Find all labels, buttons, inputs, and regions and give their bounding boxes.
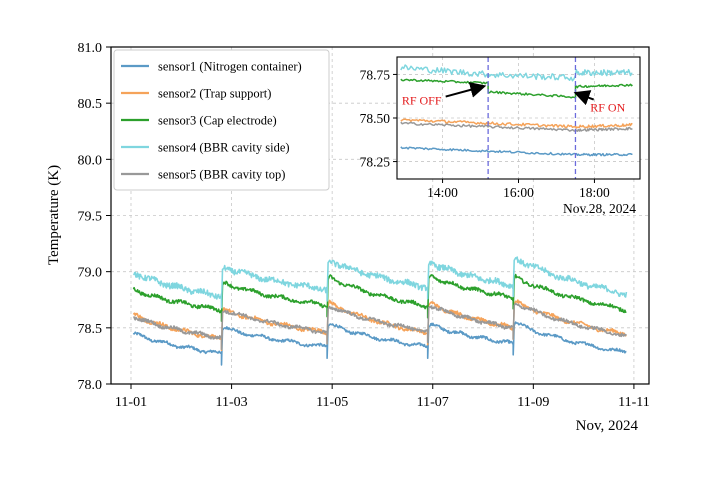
- series-line-sensor4: [132, 256, 628, 309]
- inset-series-lines: [400, 64, 633, 157]
- inset-annotation-rf-on: RF ON: [590, 101, 625, 115]
- inset-annotation-arrow: [573, 90, 595, 106]
- main-x-ticks: 11-01 11-03 11-05 11-07 11-09 11-11: [115, 384, 650, 410]
- main-x-axis-label: Nov, 2024: [576, 418, 639, 434]
- inset-series-line-sensor4: [400, 64, 633, 82]
- series-line-sensor3: [132, 273, 627, 322]
- inset-y-ticks: 78.25 78.50 78.75: [360, 67, 397, 170]
- inset-x-ticks: 14:00 16:00 18:00: [427, 179, 610, 200]
- inset-series-line-sensor3: [400, 78, 633, 99]
- main-y-tick-label: 78.5: [78, 322, 103, 337]
- inset-grid: [397, 57, 640, 179]
- inset-series-line-sensor1: [400, 146, 633, 157]
- legend-box: [113, 49, 330, 191]
- inset-annotation-rf-off: RF OFF: [402, 94, 442, 108]
- legend-label-sensor4: sensor4 (BBR cavity side): [158, 141, 290, 155]
- inset-annotations: RF OFF RF ON: [402, 82, 626, 115]
- main-y-axis-label: Temperature (K): [46, 165, 62, 265]
- inset-x-tick-label: 16:00: [503, 185, 534, 200]
- inset-x-axis-label: Nov.28, 2024: [563, 201, 636, 216]
- main-y-tick-label: 79.0: [78, 266, 103, 281]
- inset-x-tick-label: 14:00: [427, 185, 458, 200]
- main-x-tick-label: 11-11: [618, 395, 650, 410]
- main-y-tick-label: 80.5: [78, 97, 103, 112]
- inset-x-tick-label: 18:00: [579, 185, 610, 200]
- inset-annotation-arrow: [445, 82, 487, 98]
- main-x-tick-label: 11-05: [316, 395, 348, 410]
- main-x-tick-label: 11-09: [517, 395, 549, 410]
- legend-label-sensor2: sensor2 (Trap support): [158, 87, 271, 101]
- main-plot: 11-01 11-03 11-05 11-07 11-09 11-11 78.078.57…: [46, 41, 650, 434]
- inset-y-tick-label: 78.50: [360, 111, 391, 126]
- main-x-tick-label: 11-03: [216, 395, 248, 410]
- main-y-tick-label: 79.5: [78, 210, 103, 225]
- inset-series-line-sensor2: [400, 118, 633, 129]
- main-y-tick-label: 80.0: [78, 153, 103, 168]
- legend-items: sensor1 (Nitrogen container) sensor2 (Tra…: [121, 60, 302, 182]
- main-series-lines: [132, 256, 628, 366]
- series-line-sensor5: [132, 302, 627, 350]
- legend-label-sensor3: sensor3 (Cap electrode): [158, 114, 277, 128]
- inset-y-tick-label: 78.25: [360, 155, 391, 170]
- inset-y-tick-label: 78.75: [360, 67, 391, 82]
- legend-label-sensor1: sensor1 (Nitrogen container): [158, 60, 302, 74]
- main-y-ticks: 78.0 78.5 79.0 79.5 80.0 80.5 81.0: [78, 41, 111, 393]
- inset-rf-markers: [487, 57, 577, 179]
- main-y-tick-label: 81.0: [78, 41, 103, 56]
- main-x-tick-label: 11-07: [417, 395, 449, 410]
- legend-label-sensor5: sensor5 (BBR cavity top): [158, 168, 285, 182]
- main-y-tick-label: 78.0: [78, 378, 103, 393]
- main-x-tick-label: 11-01: [115, 395, 147, 410]
- legend: sensor1 (Nitrogen container) sensor2 (Tra…: [113, 49, 330, 191]
- inset-series-line-sensor5: [400, 121, 633, 133]
- series-line-sensor1: [132, 321, 627, 366]
